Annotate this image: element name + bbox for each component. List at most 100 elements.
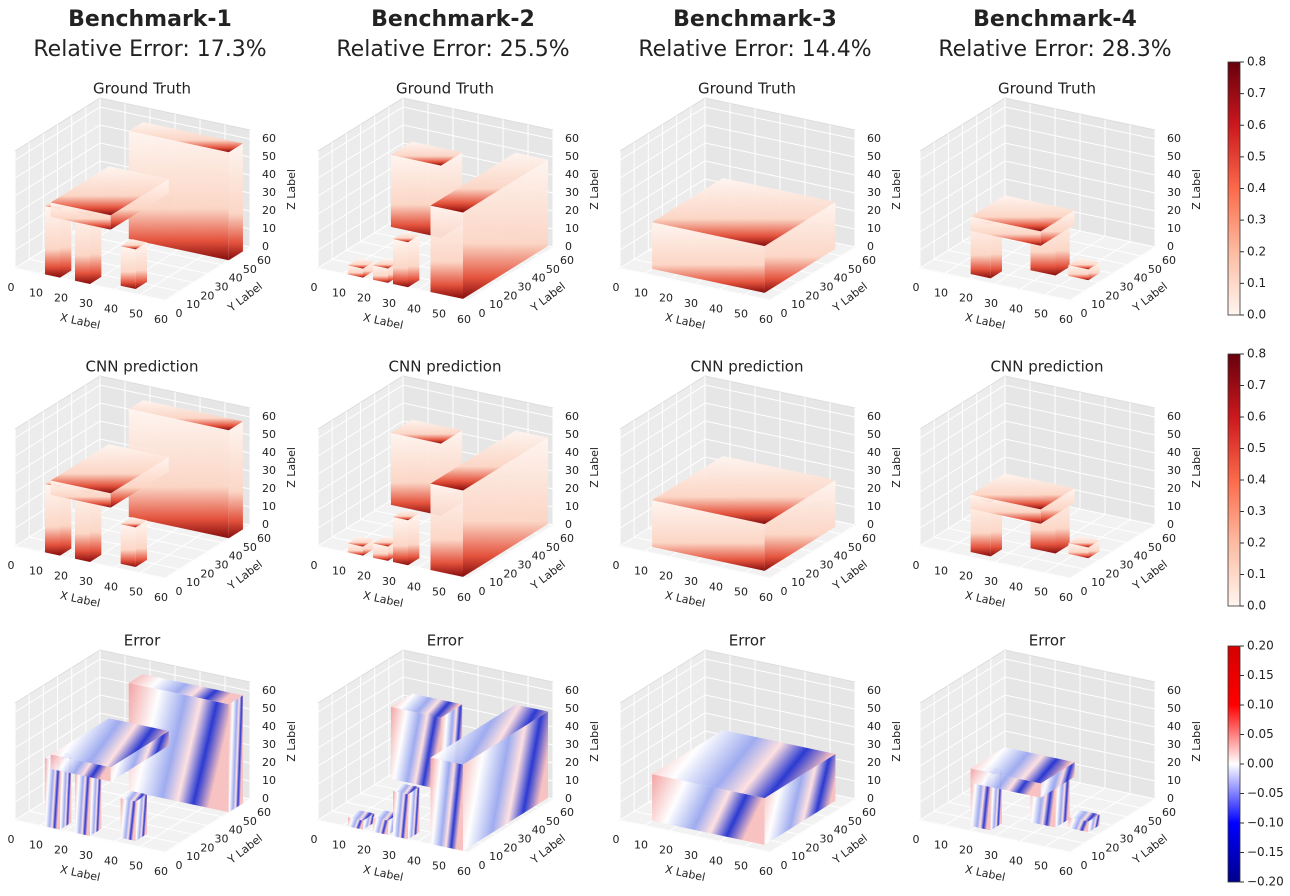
y-tick-label: 40 (532, 272, 546, 285)
volume-face (393, 239, 408, 287)
z-tick-label: 50 (565, 150, 579, 163)
z-axis-label: Z Label (285, 447, 298, 488)
z-tick-label: 10 (1167, 774, 1181, 787)
volume-face (431, 206, 464, 299)
x-tick-label: 50 (1034, 860, 1048, 873)
x-tick-label: 40 (407, 854, 421, 867)
y-axis-label: Y Label (225, 558, 265, 593)
panel-title: Error (427, 632, 464, 650)
x-tick-label: 0 (311, 559, 318, 572)
x-axis-label: X Label (664, 589, 707, 610)
x-tick-label: 30 (79, 575, 93, 588)
y-tick-label: 30 (518, 832, 532, 845)
x-tick-label: 0 (8, 281, 15, 294)
z-tick-label: 30 (565, 186, 579, 199)
z-tick-label: 10 (565, 500, 579, 513)
z-tick-label: 40 (867, 446, 881, 459)
z-tick-label: 10 (1167, 222, 1181, 235)
x-tick-label: 40 (709, 854, 723, 867)
z-tick-label: 30 (1167, 464, 1181, 477)
y-tick-label: 50 (1148, 815, 1162, 828)
panel: CNN prediction01020304050600102030405060… (913, 358, 1204, 611)
x-tick-label: 50 (432, 860, 446, 873)
z-tick-label: 10 (867, 222, 881, 235)
colorbar-tick-label: 0.7 (1247, 378, 1266, 392)
x-tick-label: 60 (154, 313, 168, 326)
x-axis-label: X Label (362, 311, 405, 332)
volume-face (431, 758, 464, 851)
y-tick-label: 10 (791, 298, 805, 311)
column-subtitle: Relative Error: 17.3% (33, 37, 266, 62)
z-axis-label: Z Label (890, 447, 903, 488)
colorbar-tick-label: 0.6 (1247, 410, 1266, 424)
x-tick-label: 60 (457, 313, 471, 326)
colorbar-tick-label: −0.15 (1247, 845, 1284, 859)
z-tick-label: 30 (867, 464, 881, 477)
z-tick-label: 20 (1167, 204, 1181, 217)
x-tick-label: 10 (934, 286, 948, 299)
y-tick-label: 50 (243, 263, 257, 276)
colorbar-tick-label: 0.8 (1247, 55, 1266, 69)
y-tick-label: 0 (1081, 307, 1088, 320)
z-tick-label: 10 (867, 774, 881, 787)
y-tick-label: 50 (848, 541, 862, 554)
volume-face (136, 242, 147, 289)
z-tick-label: 40 (565, 446, 579, 459)
x-tick-label: 10 (634, 286, 648, 299)
y-tick-label: 0 (479, 307, 486, 320)
x-tick-label: 0 (913, 281, 920, 294)
x-tick-label: 40 (1009, 302, 1023, 315)
x-tick-label: 0 (613, 833, 620, 846)
panel-title: Ground Truth (698, 80, 796, 98)
y-tick-label: 10 (489, 576, 503, 589)
colorbar-tick-label: 0.7 (1247, 86, 1266, 100)
y-axis-label: Y Label (1130, 280, 1170, 315)
x-tick-label: 40 (709, 580, 723, 593)
z-axis-label: Z Label (1190, 169, 1203, 210)
y-tick-label: 50 (546, 815, 560, 828)
column-title: Benchmark-2 (371, 7, 535, 32)
x-tick-label: 50 (129, 586, 143, 599)
x-tick-label: 10 (29, 286, 43, 299)
z-tick-label: 0 (565, 240, 572, 253)
y-tick-label: 60 (257, 254, 271, 267)
z-tick-label: 0 (262, 518, 269, 531)
z-tick-label: 20 (565, 756, 579, 769)
x-tick-label: 0 (913, 833, 920, 846)
z-tick-label: 20 (262, 482, 276, 495)
z-tick-label: 60 (867, 132, 881, 145)
y-tick-label: 0 (781, 585, 788, 598)
z-tick-label: 10 (565, 222, 579, 235)
y-tick-label: 20 (805, 841, 819, 854)
x-tick-label: 50 (734, 308, 748, 321)
panel-title: Ground Truth (396, 80, 494, 98)
x-axis-label: X Label (964, 863, 1007, 884)
z-tick-label: 40 (262, 720, 276, 733)
z-axis-label: Z Label (890, 169, 903, 210)
z-tick-label: 50 (1167, 702, 1181, 715)
z-axis-label: Z Label (1190, 721, 1203, 762)
x-tick-label: 30 (382, 849, 396, 862)
y-tick-label: 50 (243, 541, 257, 554)
y-axis-label: Y Label (1130, 832, 1170, 867)
z-tick-label: 60 (1167, 410, 1181, 423)
x-tick-label: 30 (684, 575, 698, 588)
x-tick-label: 50 (1034, 308, 1048, 321)
x-tick-label: 10 (934, 564, 948, 577)
x-tick-label: 40 (104, 854, 118, 867)
z-tick-label: 60 (262, 684, 276, 697)
y-tick-label: 40 (229, 550, 243, 563)
z-tick-label: 30 (1167, 186, 1181, 199)
y-tick-label: 30 (215, 832, 229, 845)
z-tick-label: 60 (1167, 132, 1181, 145)
panel-title: Error (1029, 632, 1066, 650)
y-tick-label: 0 (479, 859, 486, 872)
y-tick-label: 60 (560, 254, 574, 267)
y-tick-label: 60 (257, 806, 271, 819)
z-tick-label: 10 (262, 774, 276, 787)
y-tick-label: 40 (229, 272, 243, 285)
y-tick-label: 0 (176, 307, 183, 320)
colorbar-tick-label: 0.3 (1247, 504, 1266, 518)
colorbar-tick-label: 0.8 (1247, 347, 1266, 361)
panel: Error01020304050600102030405060010203040… (613, 632, 904, 885)
